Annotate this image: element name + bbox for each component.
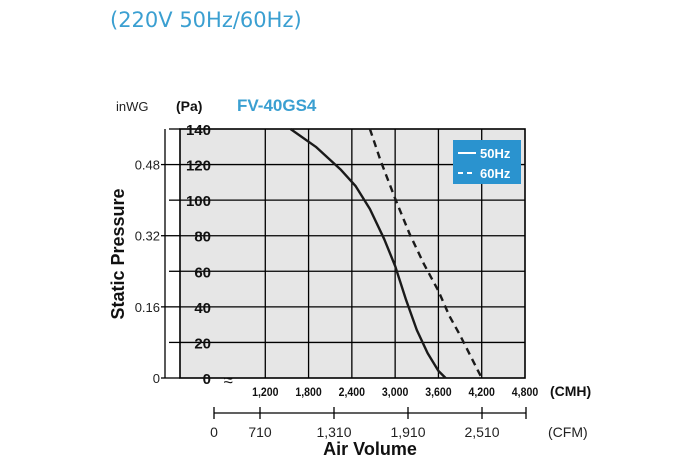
x-tick-label-cmh: 4,200 xyxy=(469,386,495,399)
x-unit-cmh: (CMH) xyxy=(550,383,591,399)
pa-tick-label: 120 xyxy=(186,158,211,175)
x-tick-label-cmh: 1,200 xyxy=(252,386,278,399)
inwg-tick-label: 0.32 xyxy=(135,229,160,244)
pa-tick-label: 20 xyxy=(194,335,211,352)
legend-box xyxy=(453,140,521,184)
x-unit-cfm: (CFM) xyxy=(548,424,588,440)
y-unit-pa: (Pa) xyxy=(176,98,202,114)
pa-tick-label: 40 xyxy=(194,300,211,317)
y-axis-title: Static Pressure xyxy=(108,188,128,319)
chart-title: FV-40GS4 xyxy=(237,96,317,115)
pa-tick-label: 60 xyxy=(194,264,211,281)
pa-tick-label: 140 xyxy=(186,122,211,139)
series-line-60hz xyxy=(368,128,483,379)
axis-break-icon: ≈ xyxy=(223,371,233,390)
pa-tick-label: 80 xyxy=(194,229,211,246)
x-tick-label-cfm: 0 xyxy=(210,424,218,440)
series-line-50hz xyxy=(289,128,447,379)
y-unit-inwg: inWG xyxy=(116,99,149,114)
legend-label: 50Hz xyxy=(480,146,511,161)
legend-label: 60Hz xyxy=(480,166,511,181)
x-tick-label-cfm: 1,310 xyxy=(316,424,351,440)
x-tick-label-cfm: 2,510 xyxy=(464,424,499,440)
pa-tick-label: 0 xyxy=(203,371,211,388)
inwg-tick-label: 0.48 xyxy=(135,158,160,173)
x-tick-label-cmh: 2,400 xyxy=(339,386,365,399)
x-tick-label-cfm: 710 xyxy=(248,424,272,440)
x-axis-title: Air Volume xyxy=(323,439,417,459)
header-title: (220V 50Hz/60Hz) xyxy=(110,8,302,32)
x-tick-label-cmh: 1,800 xyxy=(295,386,321,399)
x-tick-label-cmh: 3,600 xyxy=(425,386,451,399)
pa-tick-label: 100 xyxy=(186,193,211,210)
inwg-tick-label: 0.16 xyxy=(135,300,160,315)
x-tick-label-cmh: 4,800 xyxy=(512,386,538,399)
plot-frame xyxy=(179,128,526,379)
x-tick-label-cmh: 3,000 xyxy=(382,386,408,399)
inwg-tick-label: 0 xyxy=(153,371,160,386)
x-tick-label-cfm: 1,910 xyxy=(390,424,425,440)
